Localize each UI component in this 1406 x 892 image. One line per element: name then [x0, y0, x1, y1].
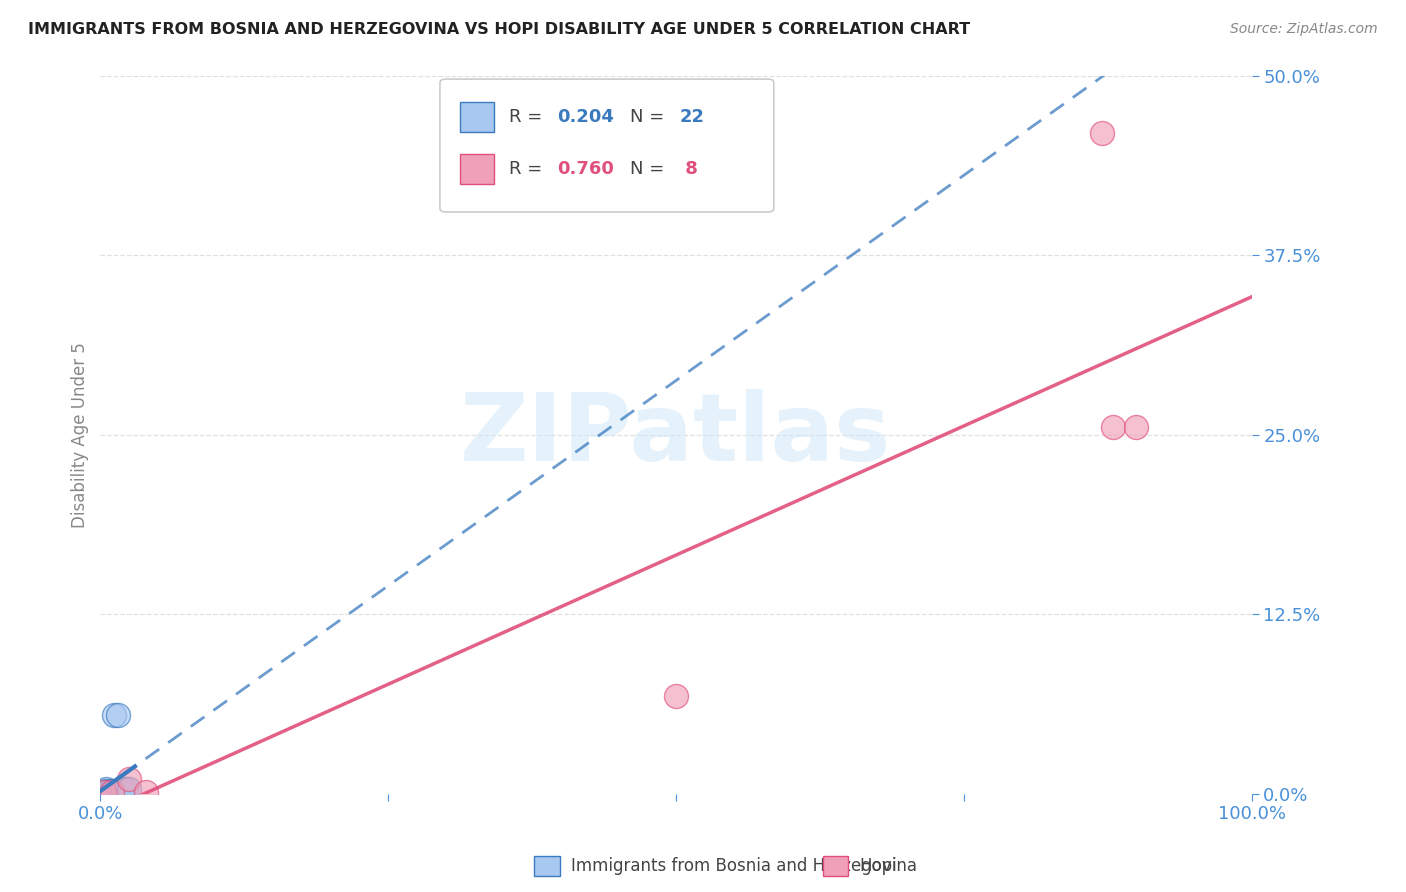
- Point: [103, 707, 125, 722]
- Text: N =: N =: [630, 160, 669, 178]
- Point: [93, 785, 115, 799]
- Text: R =: R =: [509, 160, 548, 178]
- Point: [110, 782, 132, 797]
- Text: 0.760: 0.760: [557, 160, 614, 178]
- Text: Immigrants from Bosnia and Herzegovina: Immigrants from Bosnia and Herzegovina: [571, 857, 917, 875]
- Text: Hopi: Hopi: [859, 857, 897, 875]
- Point: [665, 689, 688, 703]
- Point: [107, 707, 129, 722]
- Point: [94, 785, 117, 799]
- Point: [90, 785, 112, 799]
- Point: [90, 785, 112, 799]
- Point: [97, 784, 120, 798]
- Text: IMMIGRANTS FROM BOSNIA AND HERZEGOVINA VS HOPI DISABILITY AGE UNDER 5 CORRELATIO: IMMIGRANTS FROM BOSNIA AND HERZEGOVINA V…: [28, 22, 970, 37]
- Point: [135, 785, 157, 799]
- Point: [93, 785, 115, 799]
- Y-axis label: Disability Age Under 5: Disability Age Under 5: [72, 342, 89, 527]
- Point: [91, 785, 114, 799]
- Text: 8: 8: [679, 160, 699, 178]
- Point: [1102, 420, 1125, 434]
- Point: [100, 785, 122, 799]
- Point: [112, 782, 135, 797]
- Text: N =: N =: [630, 108, 669, 126]
- Point: [118, 772, 141, 787]
- Point: [101, 785, 124, 799]
- Point: [94, 784, 117, 798]
- Point: [94, 785, 117, 799]
- Point: [1091, 126, 1114, 140]
- FancyBboxPatch shape: [460, 102, 494, 132]
- Text: 22: 22: [679, 108, 704, 126]
- Point: [96, 785, 118, 799]
- FancyBboxPatch shape: [440, 79, 773, 212]
- Text: 0.204: 0.204: [557, 108, 614, 126]
- Point: [91, 785, 114, 799]
- Point: [94, 782, 117, 797]
- Point: [98, 785, 121, 799]
- Text: Source: ZipAtlas.com: Source: ZipAtlas.com: [1230, 22, 1378, 37]
- Point: [1125, 420, 1147, 434]
- Text: ZIPatlas: ZIPatlas: [460, 389, 891, 481]
- FancyBboxPatch shape: [460, 153, 494, 184]
- Point: [101, 784, 124, 798]
- Text: R =: R =: [509, 108, 548, 126]
- Point: [93, 784, 115, 798]
- Point: [91, 784, 114, 798]
- Point: [114, 782, 136, 797]
- Point: [118, 782, 141, 797]
